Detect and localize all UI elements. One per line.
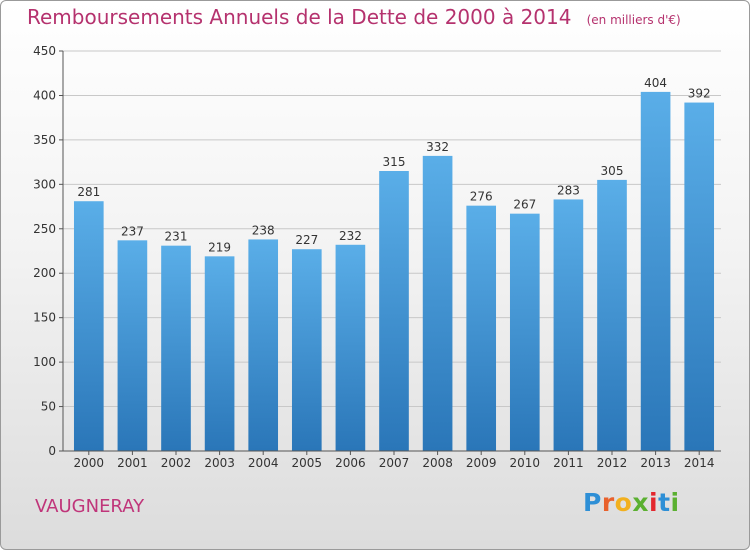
x-tick-label: 2002 (161, 456, 192, 470)
data-label: 392 (688, 87, 711, 101)
logo-letter: o (614, 488, 633, 517)
y-axis: 0 50 100 150 200 250 300 350 400 450 (33, 44, 64, 458)
data-label: 267 (513, 198, 536, 212)
bar (248, 239, 279, 451)
data-label: 404 (644, 76, 667, 90)
data-label: 238 (252, 223, 275, 237)
bar (117, 240, 148, 451)
data-label: 227 (295, 233, 318, 247)
bar (466, 205, 497, 451)
data-label: 305 (601, 164, 624, 178)
commune-name: VAUGNERAY (35, 496, 145, 517)
bar (335, 244, 366, 451)
bar (291, 249, 322, 451)
proxiti-logo: Proxiti (583, 488, 680, 517)
y-tick-label: 350 (33, 133, 56, 147)
bar (684, 102, 715, 452)
bar (422, 155, 453, 451)
bar (73, 201, 104, 451)
chart-title: Remboursements Annuels de la Dette de 20… (27, 5, 572, 29)
bar (553, 199, 584, 451)
data-label: 315 (383, 155, 406, 169)
logo-letter: i (670, 488, 680, 517)
x-tick-label: 2003 (204, 456, 235, 470)
bar (597, 179, 627, 451)
logo-letter: i (649, 488, 659, 517)
y-tick-label: 250 (33, 222, 56, 236)
y-tick-label: 400 (33, 88, 56, 102)
y-tick-label: 300 (33, 177, 56, 191)
data-label: 232 (339, 229, 362, 243)
x-tick-label: 2008 (422, 456, 453, 470)
bars (73, 91, 715, 452)
y-tick-label: 200 (33, 266, 56, 280)
x-tick-label: 2010 (510, 456, 541, 470)
y-tick-label: 100 (33, 355, 56, 369)
data-label: 332 (426, 140, 449, 154)
x-tick-label: 2006 (335, 456, 366, 470)
x-tick-label: 2011 (553, 456, 584, 470)
data-label: 231 (165, 230, 188, 244)
x-tick-label: 2013 (640, 456, 671, 470)
logo-letter: t (658, 488, 671, 517)
y-tick-label: 0 (48, 444, 56, 458)
bar (640, 91, 671, 451)
bar (204, 256, 235, 451)
chart-unit: (en milliers d'€) (586, 13, 681, 27)
x-axis: 2000 2001 2002 2003 2004 2005 2006 2007 2008 2009… (63, 450, 721, 470)
data-label: 219 (208, 240, 231, 254)
x-tick-label: 2004 (248, 456, 279, 470)
x-tick-label: 2014 (684, 456, 715, 470)
data-label: 237 (121, 224, 144, 238)
logo-letter: x (632, 488, 649, 517)
data-label: 276 (470, 190, 493, 204)
y-tick-label: 450 (33, 44, 56, 58)
data-label: 283 (557, 183, 580, 197)
x-tick-label: 2007 (379, 456, 410, 470)
x-tick-label: 2009 (466, 456, 497, 470)
bar (379, 171, 409, 451)
x-tick-label: 2001 (117, 456, 148, 470)
bar (161, 245, 191, 451)
x-tick-label: 2012 (597, 456, 628, 470)
bar (509, 213, 540, 451)
chart-title-row: Remboursements Annuels de la Dette de 20… (27, 5, 681, 29)
x-tick-label: 2005 (292, 456, 323, 470)
data-label: 281 (77, 185, 100, 199)
logo-letter: P (583, 488, 602, 517)
data-labels: 281 237 231 219 238 227 232 315 332 276 267 283 305 4… (77, 76, 710, 254)
x-tick-label: 2000 (74, 456, 105, 470)
y-tick-label: 150 (33, 311, 56, 325)
logo-letter: r (601, 488, 615, 517)
y-tick-label: 50 (41, 400, 56, 414)
